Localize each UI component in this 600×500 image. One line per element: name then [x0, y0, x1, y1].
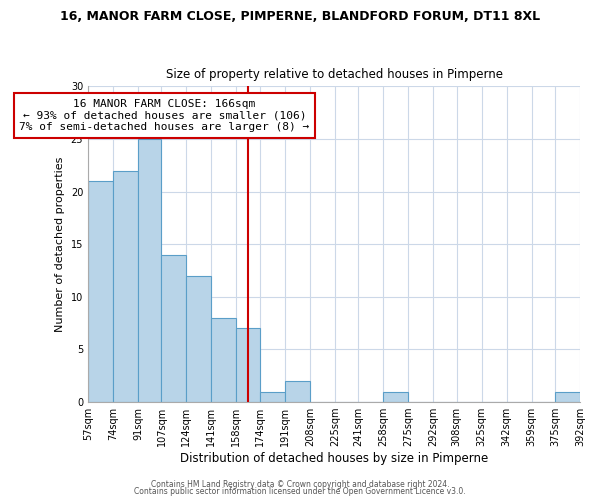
Bar [187, 276, 211, 402]
Bar [211, 318, 236, 402]
Title: Size of property relative to detached houses in Pimperne: Size of property relative to detached ho… [166, 68, 503, 81]
Bar [236, 328, 260, 402]
Bar [260, 392, 285, 402]
Bar [88, 181, 113, 402]
Text: 16 MANOR FARM CLOSE: 166sqm
← 93% of detached houses are smaller (106)
7% of sem: 16 MANOR FARM CLOSE: 166sqm ← 93% of det… [19, 99, 310, 132]
Text: Contains public sector information licensed under the Open Government Licence v3: Contains public sector information licen… [134, 487, 466, 496]
Bar [285, 381, 310, 402]
Y-axis label: Number of detached properties: Number of detached properties [55, 156, 65, 332]
Text: Contains HM Land Registry data © Crown copyright and database right 2024.: Contains HM Land Registry data © Crown c… [151, 480, 449, 489]
Bar [161, 254, 187, 402]
X-axis label: Distribution of detached houses by size in Pimperne: Distribution of detached houses by size … [180, 452, 488, 465]
Bar [113, 170, 138, 402]
Bar [138, 139, 161, 402]
Bar [383, 392, 408, 402]
Text: 16, MANOR FARM CLOSE, PIMPERNE, BLANDFORD FORUM, DT11 8XL: 16, MANOR FARM CLOSE, PIMPERNE, BLANDFOR… [60, 10, 540, 23]
Bar [555, 392, 580, 402]
